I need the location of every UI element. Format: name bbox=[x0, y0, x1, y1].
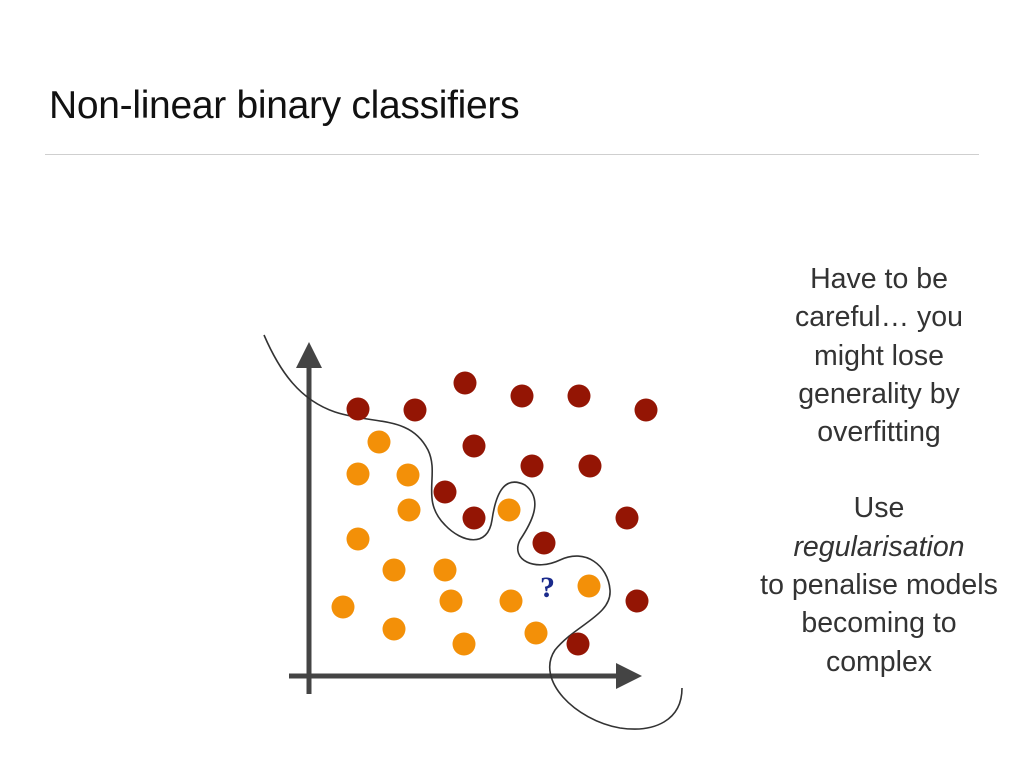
class-b-point bbox=[615, 506, 639, 530]
class-b-point bbox=[625, 589, 649, 613]
class-b-point bbox=[634, 398, 658, 422]
class-a-points bbox=[331, 430, 601, 656]
class-b-points bbox=[346, 371, 658, 656]
class-b-point bbox=[453, 371, 477, 395]
class-b-point bbox=[520, 454, 544, 478]
overfitting-warning: Have to be careful… you might lose gener… bbox=[795, 263, 963, 449]
paragraph-gap bbox=[760, 451, 998, 489]
slide-title: Non-linear binary classifiers bbox=[49, 84, 520, 127]
class-a-point bbox=[367, 430, 391, 454]
class-a-point bbox=[524, 621, 548, 645]
class-a-point bbox=[499, 589, 523, 613]
class-a-point bbox=[577, 574, 601, 598]
class-a-point bbox=[346, 462, 370, 486]
class-b-point bbox=[433, 480, 457, 504]
regularisation-term: regularisation bbox=[793, 530, 965, 563]
class-b-point bbox=[510, 384, 534, 408]
class-a-point bbox=[331, 595, 355, 619]
class-a-point bbox=[396, 463, 420, 487]
y-axis-arrowhead bbox=[296, 342, 322, 368]
decision-boundary bbox=[263, 334, 683, 730]
class-a-point bbox=[452, 632, 476, 656]
class-b-point bbox=[462, 434, 486, 458]
class-a-point bbox=[382, 558, 406, 582]
class-b-point bbox=[566, 632, 590, 656]
regularisation-note-rest: to penalise models becoming to complex bbox=[760, 569, 998, 678]
regularisation-note-lead: Use bbox=[853, 492, 905, 525]
class-a-point bbox=[382, 617, 406, 641]
class-a-point bbox=[397, 498, 421, 522]
class-a-point bbox=[497, 498, 521, 522]
class-a-point bbox=[433, 558, 457, 582]
class-a-point bbox=[346, 527, 370, 551]
class-b-point bbox=[567, 384, 591, 408]
class-a-point bbox=[439, 589, 463, 613]
class-b-point bbox=[532, 531, 556, 555]
regularisation-note: Use regularisation to penalise models be… bbox=[760, 489, 998, 680]
side-notes: Have to be careful… you might lose gener… bbox=[760, 260, 998, 681]
unknown-point-label: ? bbox=[540, 571, 555, 604]
class-b-point bbox=[578, 454, 602, 478]
class-b-point bbox=[462, 506, 486, 530]
class-b-point bbox=[346, 397, 370, 421]
x-axis-arrowhead bbox=[616, 663, 642, 689]
class-b-point bbox=[403, 398, 427, 422]
title-divider bbox=[45, 154, 979, 155]
